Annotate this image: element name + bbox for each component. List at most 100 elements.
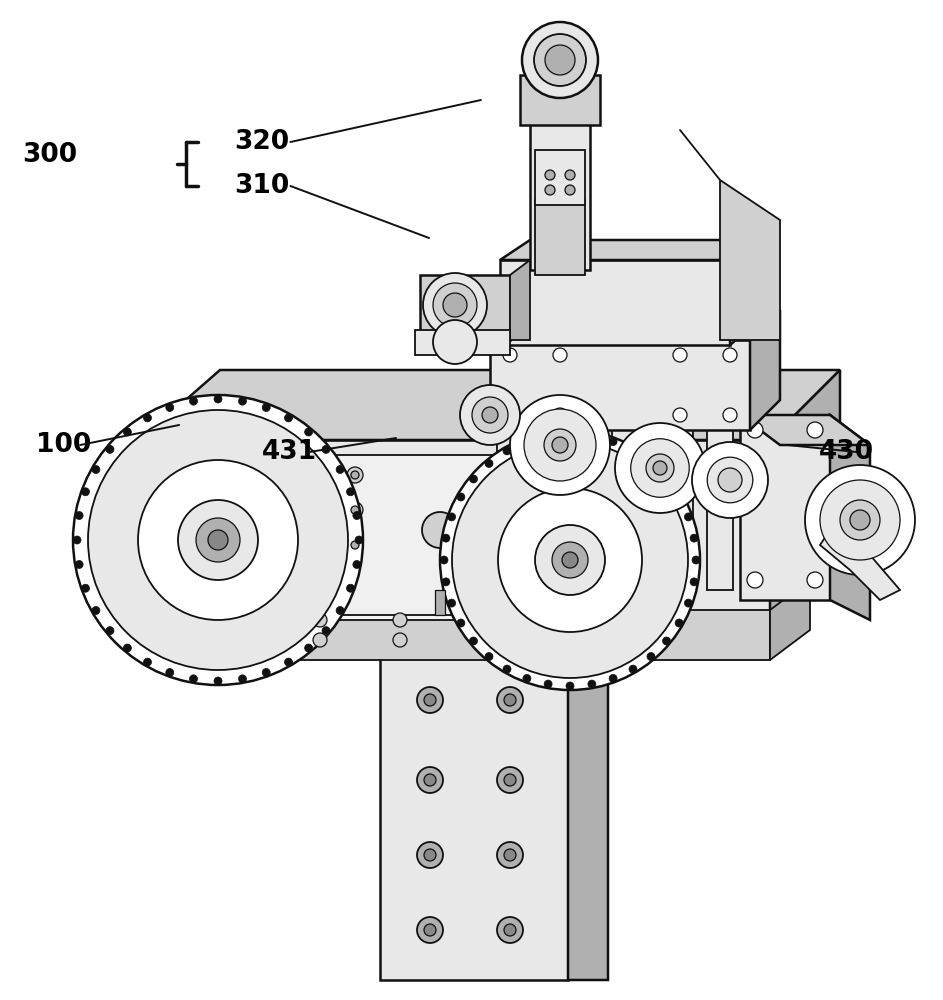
Circle shape (566, 682, 574, 690)
Circle shape (262, 668, 271, 676)
Circle shape (470, 637, 477, 645)
Polygon shape (830, 415, 870, 620)
Text: 310: 310 (234, 173, 290, 199)
Circle shape (565, 170, 575, 180)
Circle shape (351, 471, 359, 479)
Circle shape (214, 395, 222, 403)
Circle shape (448, 599, 455, 607)
Polygon shape (535, 200, 585, 275)
Circle shape (545, 45, 575, 75)
Circle shape (562, 552, 578, 568)
Circle shape (336, 606, 344, 614)
Circle shape (522, 22, 598, 98)
Circle shape (351, 506, 359, 514)
Circle shape (313, 613, 327, 627)
Bar (535, 590, 545, 615)
Circle shape (316, 471, 324, 479)
Circle shape (566, 430, 574, 438)
Circle shape (850, 510, 870, 530)
Circle shape (452, 442, 688, 678)
Circle shape (544, 429, 576, 461)
Polygon shape (285, 580, 640, 620)
Circle shape (442, 578, 450, 586)
Circle shape (675, 493, 683, 501)
Circle shape (524, 409, 596, 481)
Circle shape (305, 428, 313, 436)
Circle shape (424, 924, 436, 936)
Bar (557, 370, 583, 590)
Polygon shape (140, 370, 840, 440)
Polygon shape (740, 415, 830, 600)
Circle shape (166, 404, 174, 412)
Polygon shape (820, 530, 900, 600)
Polygon shape (740, 415, 870, 445)
Polygon shape (285, 610, 770, 660)
Circle shape (723, 348, 737, 362)
Circle shape (535, 525, 605, 595)
Circle shape (497, 917, 523, 943)
Circle shape (347, 502, 363, 518)
Circle shape (106, 445, 114, 453)
Circle shape (91, 466, 100, 474)
Circle shape (316, 541, 324, 549)
Bar (667, 370, 693, 590)
Circle shape (675, 619, 683, 627)
Circle shape (190, 675, 197, 683)
Circle shape (456, 493, 465, 501)
Circle shape (239, 675, 246, 683)
Circle shape (553, 408, 567, 422)
Circle shape (440, 430, 700, 690)
Circle shape (417, 917, 443, 943)
Circle shape (433, 320, 477, 364)
Circle shape (485, 459, 493, 467)
Circle shape (305, 644, 313, 652)
Circle shape (166, 668, 174, 676)
Circle shape (470, 475, 477, 483)
Circle shape (544, 680, 552, 688)
Circle shape (81, 584, 90, 592)
Polygon shape (490, 310, 780, 340)
Circle shape (440, 556, 448, 564)
Circle shape (820, 480, 900, 560)
Circle shape (316, 506, 324, 514)
Circle shape (124, 428, 131, 436)
Circle shape (504, 694, 516, 706)
Circle shape (91, 606, 100, 614)
Polygon shape (730, 240, 760, 345)
Circle shape (504, 849, 516, 861)
Circle shape (424, 694, 436, 706)
Circle shape (503, 447, 511, 455)
Circle shape (747, 422, 763, 438)
Circle shape (503, 408, 517, 422)
Circle shape (417, 842, 443, 868)
Circle shape (424, 774, 436, 786)
Circle shape (707, 457, 753, 503)
Polygon shape (490, 340, 750, 430)
Circle shape (322, 445, 330, 453)
Circle shape (106, 627, 114, 635)
Circle shape (587, 680, 596, 688)
Bar (435, 590, 445, 615)
Circle shape (196, 518, 240, 562)
Circle shape (312, 502, 328, 518)
Circle shape (685, 513, 692, 521)
Circle shape (609, 438, 617, 446)
Circle shape (510, 395, 610, 495)
Circle shape (504, 774, 516, 786)
Circle shape (692, 442, 768, 518)
Circle shape (312, 537, 328, 553)
Circle shape (497, 842, 523, 868)
Polygon shape (530, 120, 590, 270)
Polygon shape (770, 370, 840, 640)
Circle shape (214, 677, 222, 685)
Circle shape (208, 530, 228, 550)
Polygon shape (568, 618, 608, 980)
Circle shape (393, 613, 407, 627)
Circle shape (313, 633, 327, 647)
Bar (497, 370, 523, 590)
Circle shape (312, 467, 328, 483)
Circle shape (663, 475, 670, 483)
Bar (707, 370, 733, 590)
Circle shape (615, 423, 705, 513)
Circle shape (393, 633, 407, 647)
